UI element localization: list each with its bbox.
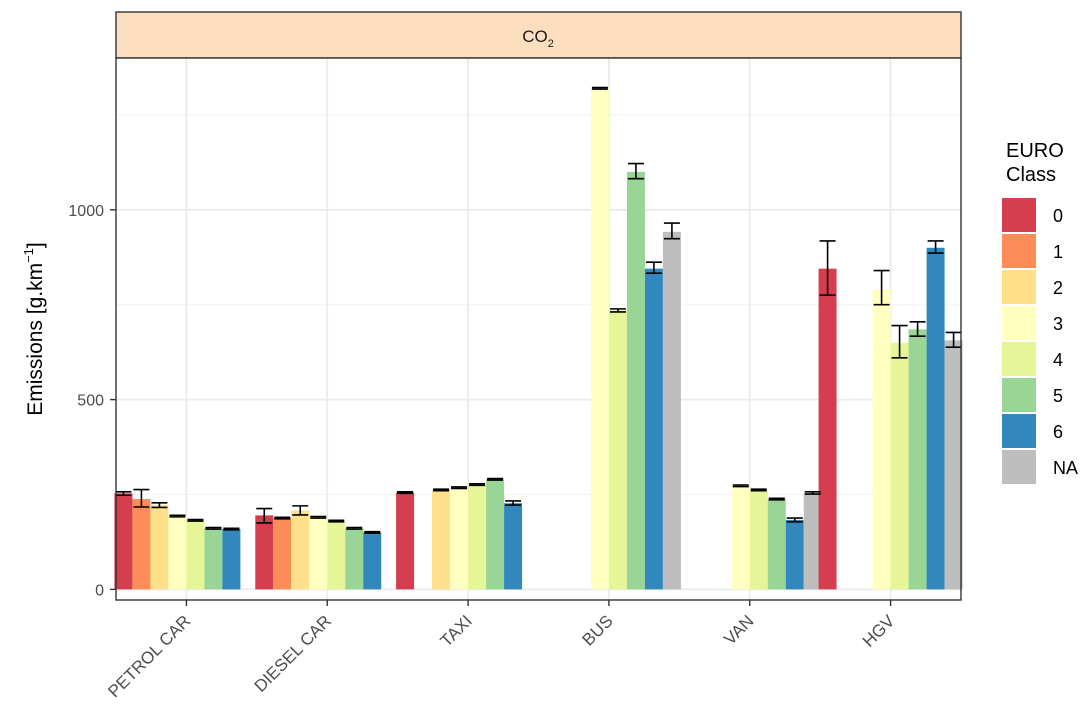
y-tick-label: 1000 [68, 203, 104, 220]
x-tick-label: PETROL CAR [104, 611, 194, 701]
bar [944, 340, 963, 590]
bar [114, 493, 133, 590]
bar [168, 516, 187, 590]
bar [468, 484, 487, 590]
legend-key [1002, 450, 1036, 484]
bar [908, 329, 927, 590]
legend-label: 6 [1053, 422, 1063, 442]
bar [731, 485, 750, 590]
bar [504, 503, 523, 590]
facet-strip-label: CO2 [522, 27, 554, 50]
plot-border [115, 57, 962, 601]
legend-label: 3 [1053, 314, 1063, 334]
bar [818, 268, 837, 590]
y-tick-label: 500 [77, 393, 104, 410]
y-axis-title: Emissions [g.km−1] [21, 242, 47, 416]
legend-label: 2 [1053, 278, 1063, 298]
bar [204, 528, 223, 590]
legend-label: 0 [1053, 206, 1063, 226]
bar [803, 492, 822, 590]
bar [186, 520, 205, 590]
bar [450, 487, 469, 590]
bar [644, 268, 663, 590]
legend-key [1002, 414, 1036, 448]
facet-strip [115, 11, 962, 59]
bar [608, 310, 627, 590]
legend-key [1002, 198, 1036, 232]
x-axis: PETROL CAR DIESEL CAR TAXI BUS VAN HGV [104, 600, 899, 701]
bar [327, 521, 346, 590]
bar [132, 499, 151, 590]
x-tick-label: HGV [859, 611, 899, 651]
bar [626, 171, 645, 590]
legend-key [1002, 234, 1036, 268]
error-bars-layer [115, 86, 962, 534]
bar [273, 518, 292, 590]
bar [255, 515, 274, 590]
bar [150, 505, 169, 590]
bar [432, 489, 451, 590]
bar [926, 247, 945, 590]
bar [662, 231, 681, 590]
legend-label: 4 [1053, 350, 1063, 370]
x-tick-label: BUS [579, 611, 617, 649]
bar [890, 342, 909, 590]
bar [291, 510, 310, 590]
bar [486, 479, 505, 590]
x-tick-label: DIESEL CAR [251, 611, 335, 695]
legend-label: 1 [1053, 242, 1063, 262]
bar [222, 529, 241, 590]
x-tick-label: VAN [720, 611, 757, 648]
bar [345, 528, 364, 590]
legend-key [1002, 270, 1036, 304]
y-tick-label: 0 [95, 582, 104, 599]
bar [749, 489, 768, 590]
bar [363, 532, 382, 590]
legend-key [1002, 378, 1036, 412]
legend-key [1002, 342, 1036, 376]
bars-layer [114, 88, 963, 590]
legend-key [1002, 306, 1036, 340]
bar [590, 88, 609, 590]
legend-title-line-1: EURO [1006, 140, 1064, 162]
x-tick-label: TAXI [437, 611, 476, 650]
bar [309, 517, 328, 590]
legend-title-line-2: Class [1006, 164, 1056, 186]
bar [767, 499, 786, 590]
legend-label: 5 [1053, 386, 1063, 406]
y-axis: 0 500 1000 [68, 203, 116, 599]
legend-label: NA [1053, 458, 1078, 478]
bar [396, 492, 415, 590]
bar [872, 289, 891, 590]
bar [785, 519, 804, 590]
legend: EURO Class 0 1 2 3 4 5 6 NA [1002, 140, 1078, 484]
